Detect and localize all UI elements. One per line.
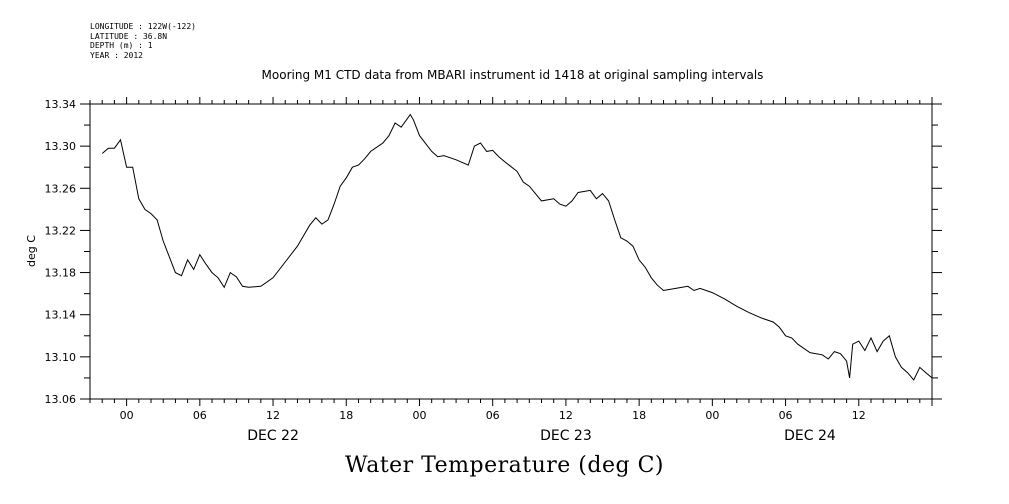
depth-text: DEPTH (m) : 1 <box>90 41 153 50</box>
year-text: YEAR : 2012 <box>90 50 143 60</box>
axis-ticks <box>80 97 942 406</box>
x-tick-label: 18 <box>632 409 646 422</box>
metadata-block: LONGITUDE : 122W(-122) LATITUDE : 36.8N … <box>90 22 196 60</box>
latitude-text: LATITUDE : 36.8N <box>90 31 168 41</box>
y-tick-label: 13.06 <box>45 393 77 406</box>
chart-title: Mooring M1 CTD data from MBARI instrumen… <box>261 68 764 82</box>
date-label: DEC 22 <box>247 428 299 444</box>
x-tick-label: 06 <box>193 409 207 422</box>
y-tick-label: 13.22 <box>45 224 77 237</box>
x-tick-label: 00 <box>412 409 426 422</box>
y-tick-label: 13.14 <box>45 309 77 322</box>
x-tick-label: 06 <box>779 409 793 422</box>
y-axis-title: deg C <box>25 235 38 267</box>
y-tick-label: 13.30 <box>45 140 77 153</box>
x-tick-label: 00 <box>705 409 719 422</box>
x-tick-labels: 00 06 12 18 00 06 12 18 00 06 12 <box>120 409 866 422</box>
x-tick-label: 00 <box>120 409 134 422</box>
longitude-text: LONGITUDE : 122W(-122) <box>90 22 196 31</box>
y-tick-label: 13.26 <box>45 182 77 195</box>
bottom-title: Water Temperature (deg C) <box>345 453 664 478</box>
date-label: DEC 24 <box>784 428 836 444</box>
x-tick-label: 12 <box>266 409 280 422</box>
x-tick-label: 06 <box>486 409 500 422</box>
y-tick-labels: 13.06 13.10 13.14 13.18 13.22 13.26 13.30 13.34 <box>45 98 77 406</box>
y-tick-label: 13.34 <box>45 98 77 111</box>
x-tick-label: 12 <box>559 409 573 422</box>
plot-frame <box>89 103 933 400</box>
temperature-series-line <box>101 113 933 381</box>
date-label: DEC 23 <box>540 428 592 444</box>
y-tick-label: 13.18 <box>45 267 77 280</box>
y-tick-label: 13.10 <box>45 351 77 364</box>
x-tick-label: 18 <box>339 409 353 422</box>
x-tick-label: 12 <box>852 409 866 422</box>
date-labels: DEC 22 DEC 23 DEC 24 <box>247 428 836 444</box>
